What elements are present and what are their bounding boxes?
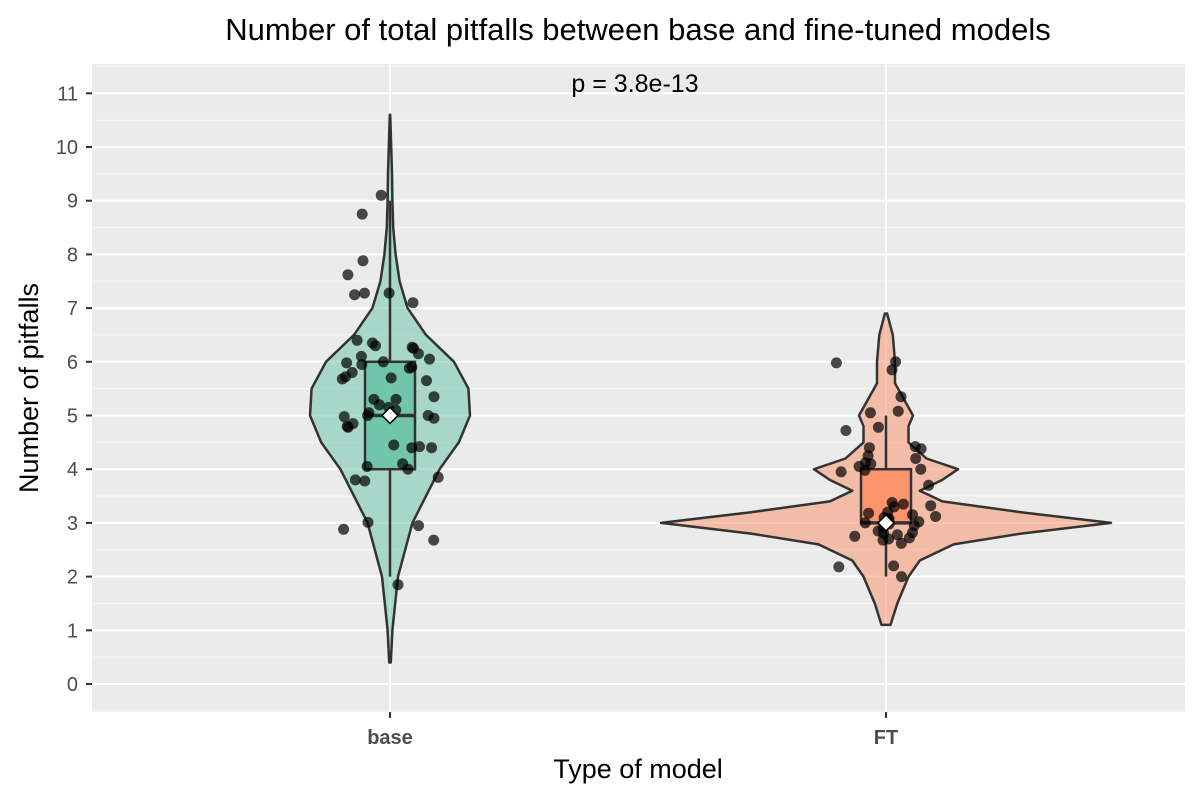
data-point <box>338 523 350 535</box>
data-point <box>383 287 395 299</box>
data-point <box>406 442 418 454</box>
data-point <box>412 348 424 360</box>
data-point <box>863 507 875 519</box>
violin-group-FT <box>659 312 1113 627</box>
data-point <box>923 479 935 491</box>
data-point <box>877 534 889 546</box>
y-tick-label: 2 <box>67 567 78 589</box>
data-point <box>342 269 354 281</box>
y-tick-label: 0 <box>67 674 78 696</box>
mean-marker <box>380 406 400 425</box>
x-axis: base FT <box>367 712 898 749</box>
data-point <box>359 287 370 299</box>
data-point <box>915 463 927 475</box>
data-point <box>351 334 363 346</box>
violin-group-base <box>308 113 472 664</box>
plot-panel <box>92 64 1185 712</box>
data-point <box>402 463 414 475</box>
data-point <box>388 439 400 451</box>
data-point <box>895 391 907 403</box>
y-tick-label: 6 <box>67 352 78 374</box>
data-point <box>349 289 361 301</box>
data-point <box>426 442 438 454</box>
data-point <box>903 532 915 544</box>
data-point <box>362 516 374 528</box>
data-point <box>341 357 353 369</box>
data-point <box>896 571 907 583</box>
mean-marker <box>876 513 896 532</box>
data-point <box>833 561 845 573</box>
x-tick-label: base <box>367 727 413 749</box>
data-point <box>375 189 387 201</box>
data-point <box>859 517 871 529</box>
x-tick-label: FT <box>874 727 898 749</box>
data-point <box>872 421 884 433</box>
data-point <box>421 375 432 387</box>
data-point <box>356 208 368 220</box>
data-point <box>357 255 369 267</box>
violin-groups <box>308 113 1113 664</box>
y-tick-label: 7 <box>67 298 78 320</box>
data-point <box>835 466 847 478</box>
chart-title: Number of total pitfalls between base an… <box>225 12 1050 47</box>
data-point <box>424 353 435 365</box>
data-point <box>392 579 404 591</box>
data-point <box>840 425 852 436</box>
y-tick-label: 3 <box>67 513 78 535</box>
y-tick-label: 5 <box>67 406 78 428</box>
data-point <box>863 442 875 454</box>
data-point <box>864 407 876 419</box>
p-value-annotation: p = 3.8e-13 <box>571 70 698 98</box>
data-point <box>897 498 909 510</box>
data-point <box>355 350 367 362</box>
data-point <box>888 560 900 572</box>
y-tick-label: 1 <box>67 620 78 642</box>
x-axis-title: Type of model <box>553 754 723 784</box>
data-point <box>925 500 937 512</box>
y-tick-label: 4 <box>67 459 78 481</box>
y-tick-label: 8 <box>67 244 78 266</box>
y-tick-label: 9 <box>67 191 78 213</box>
data-point <box>428 534 440 546</box>
data-point <box>428 412 440 424</box>
data-point <box>359 475 371 487</box>
data-point <box>830 357 842 369</box>
data-point <box>915 443 927 455</box>
data-point <box>432 471 444 483</box>
y-axis: 0 1 2 3 4 5 6 7 8 9 10 11 <box>56 83 92 696</box>
data-point <box>895 537 907 549</box>
data-point <box>891 529 903 541</box>
data-point <box>390 393 402 405</box>
data-point <box>342 421 354 433</box>
data-point <box>370 340 381 352</box>
major-gridlines <box>92 64 1185 712</box>
data-point <box>385 372 397 384</box>
data-point <box>886 364 898 376</box>
data-point <box>849 530 861 542</box>
data-point <box>907 509 918 521</box>
data-point <box>338 411 350 423</box>
data-point <box>349 474 361 486</box>
y-tick-label: 10 <box>56 137 78 159</box>
minor-gridlines <box>92 65 1185 712</box>
data-point <box>362 410 374 421</box>
data-point <box>356 359 368 370</box>
data-point <box>377 356 389 368</box>
data-point <box>413 520 424 532</box>
data-point <box>336 373 348 385</box>
data-point <box>910 453 922 464</box>
data-point <box>892 405 904 417</box>
y-tick-label: 11 <box>57 83 78 105</box>
data-point <box>407 297 419 309</box>
data-point <box>373 399 385 411</box>
data-point <box>403 362 415 374</box>
data-point <box>859 464 871 476</box>
data-point <box>930 511 942 522</box>
y-axis-title: Number of pitfalls <box>14 283 44 493</box>
data-point <box>428 391 440 403</box>
data-point <box>361 461 373 472</box>
